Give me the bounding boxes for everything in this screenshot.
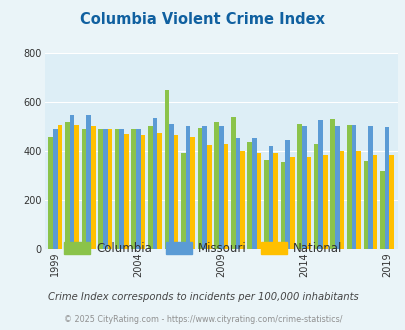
Bar — [152, 118, 157, 249]
Bar — [280, 162, 285, 249]
Bar — [301, 126, 306, 249]
Bar — [384, 127, 388, 249]
Bar — [322, 155, 327, 249]
Bar — [367, 126, 372, 249]
Bar — [190, 138, 194, 249]
Bar — [263, 160, 268, 249]
Bar — [318, 120, 322, 249]
Text: Columbia Violent Crime Index: Columbia Violent Crime Index — [80, 12, 325, 26]
Bar — [296, 124, 301, 249]
Bar — [256, 153, 261, 249]
Bar — [136, 129, 140, 249]
Bar — [330, 119, 334, 249]
Legend: Columbia, Missouri, National: Columbia, Missouri, National — [59, 237, 346, 260]
Bar — [181, 153, 185, 249]
Bar — [218, 126, 223, 249]
Bar — [346, 125, 351, 249]
Bar — [355, 151, 360, 249]
Bar — [289, 157, 294, 249]
Bar — [252, 138, 256, 249]
Bar — [70, 115, 74, 249]
Bar — [119, 129, 124, 249]
Bar — [214, 121, 218, 249]
Bar — [207, 145, 211, 249]
Bar — [268, 146, 273, 249]
Bar — [339, 151, 343, 249]
Bar — [273, 153, 277, 249]
Bar — [247, 142, 252, 249]
Bar — [147, 126, 152, 249]
Bar — [102, 129, 107, 249]
Bar — [240, 151, 244, 249]
Bar — [197, 128, 202, 249]
Bar — [351, 125, 355, 249]
Bar — [131, 129, 136, 249]
Bar — [185, 126, 190, 249]
Bar — [157, 133, 162, 249]
Bar — [334, 126, 339, 249]
Bar — [124, 134, 128, 249]
Bar — [173, 135, 178, 249]
Bar — [86, 115, 91, 249]
Bar — [115, 129, 119, 249]
Bar — [74, 125, 79, 249]
Bar — [235, 138, 240, 249]
Text: Crime Index corresponds to incidents per 100,000 inhabitants: Crime Index corresponds to incidents per… — [47, 292, 358, 302]
Bar — [91, 126, 95, 249]
Bar — [81, 129, 86, 249]
Bar — [313, 144, 318, 249]
Bar — [285, 140, 289, 249]
Bar — [48, 138, 53, 249]
Bar — [98, 129, 102, 249]
Bar — [65, 121, 70, 249]
Bar — [202, 126, 207, 249]
Bar — [107, 129, 112, 249]
Bar — [362, 161, 367, 249]
Text: © 2025 CityRating.com - https://www.cityrating.com/crime-statistics/: © 2025 CityRating.com - https://www.city… — [64, 315, 341, 324]
Bar — [306, 157, 310, 249]
Bar — [223, 144, 228, 249]
Bar — [379, 171, 384, 249]
Bar — [169, 124, 173, 249]
Bar — [164, 90, 169, 249]
Bar — [58, 125, 62, 249]
Bar — [140, 135, 145, 249]
Bar — [372, 155, 377, 249]
Bar — [230, 116, 235, 249]
Bar — [53, 129, 58, 249]
Bar — [388, 155, 393, 249]
